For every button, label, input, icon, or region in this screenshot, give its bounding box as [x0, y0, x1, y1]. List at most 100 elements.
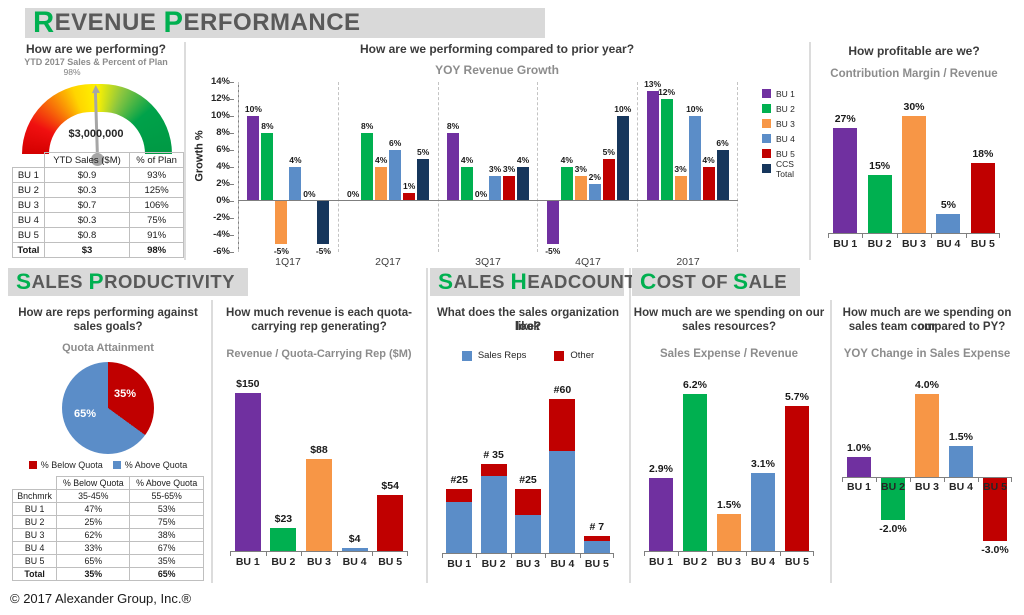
- ytd-sales-table: YTD Sales ($M)% of Plan BU 1 $0.9 93% BU 2 $0…: [12, 152, 184, 258]
- bar-column: 1%: [403, 82, 415, 252]
- table-cell: BU 1: [12, 167, 45, 183]
- category-label: BU 5: [584, 558, 609, 570]
- axis-tick: [230, 167, 234, 168]
- axis-line: [238, 200, 738, 201]
- axis-tick: [944, 478, 945, 482]
- x-axis-labels: BU 1 BU 2 BU 3 BU 4 BU 5: [828, 238, 1000, 250]
- category-label: 3Q17: [475, 256, 501, 268]
- bar-column: -2.0% BU 2: [876, 388, 910, 548]
- bar-value-label: 4%: [702, 155, 715, 165]
- y-axis: 14% 12% 10% 8% 6% 4% 2% 0% -2% -4% -6%: [200, 77, 234, 257]
- bar-column: 10%: [686, 82, 703, 252]
- bar-column: 2%: [589, 82, 601, 252]
- bar-column: 3%: [674, 82, 687, 252]
- gauge-chart: [22, 84, 172, 166]
- category-label: BU 1: [447, 558, 472, 570]
- bar-value-label: 3.1%: [751, 457, 775, 470]
- category-label: BU 4: [949, 481, 973, 493]
- bar-column: 6%: [716, 82, 729, 252]
- legend-label: % Below Quota: [40, 460, 103, 470]
- bar-value-label: 2%: [588, 172, 601, 182]
- title-initial: P: [88, 269, 105, 294]
- bar-column: 27%: [828, 104, 862, 234]
- axis-tick: [613, 554, 614, 558]
- axis-tick: [301, 552, 303, 556]
- panel-question: How are reps performing against: [18, 307, 198, 319]
- bar: [915, 393, 939, 478]
- bar: [785, 406, 809, 552]
- title-initial: S: [16, 269, 32, 294]
- panel-question: sales team compared to PY?: [848, 321, 1006, 333]
- bar-segment-other: [515, 489, 542, 516]
- category-label: BU 4: [936, 238, 961, 250]
- bar-value-label: 4%: [516, 155, 530, 165]
- table-cell: 75%: [129, 212, 184, 228]
- bar-ccs-total: [417, 158, 430, 201]
- bar-value-label: $54: [381, 479, 399, 492]
- legend-item: BU 1: [762, 86, 808, 101]
- bar-bu-1: [446, 133, 459, 201]
- bar-column: 4%: [517, 82, 529, 252]
- bar-column: 10%: [614, 82, 632, 252]
- legend-item: % Above Quota: [112, 460, 187, 470]
- bar-bu-2: [660, 99, 673, 201]
- bar-value-label: 10%: [614, 104, 632, 114]
- table-cell: BU 2: [11, 515, 58, 529]
- bar-column: 1.5% BU 4: [944, 388, 978, 548]
- panel-quota-attainment: How are reps performing against sales go…: [8, 302, 208, 585]
- bar-column: 3%: [489, 82, 501, 252]
- category-label: BU 5: [970, 238, 995, 250]
- bar-column: # 7: [580, 386, 614, 554]
- axis-tick: [712, 552, 713, 556]
- legend-swatch: [762, 134, 771, 143]
- bar-column: #60: [545, 384, 579, 554]
- section-title-sales-headcount: S ALES H EADCOUNT: [430, 268, 636, 296]
- bar-column: 1.0% BU 1: [842, 388, 876, 548]
- category-label: BU 4: [342, 556, 367, 568]
- bar-column: $54: [372, 382, 408, 552]
- bar-column: 13%: [644, 79, 661, 252]
- chart-legend: Sales Reps Other: [430, 350, 626, 361]
- table-header-cell: YTD Sales ($M): [43, 152, 131, 168]
- legend-label: Other: [570, 350, 595, 361]
- axis-tick: [230, 552, 231, 556]
- panel-question: How much revenue is each quota-: [226, 307, 412, 319]
- panel-question: How are we performing compared to prior …: [359, 42, 635, 56]
- panel-divider: [426, 268, 428, 583]
- bar-column: #25: [511, 386, 545, 554]
- category-label: BU 2: [867, 238, 892, 250]
- bar-segment-other: [583, 535, 610, 542]
- table-cell: 91%: [129, 227, 184, 243]
- table-cell: 75%: [129, 515, 204, 529]
- axis-line: [828, 233, 1000, 234]
- category-label: BU 3: [516, 558, 540, 570]
- bar-segment-sales-reps: [480, 476, 507, 554]
- title-initial: S: [733, 269, 749, 294]
- table-corner-cell: [13, 477, 57, 490]
- bar-value-label: 0%: [347, 189, 360, 199]
- table-cell: BU 4: [12, 212, 45, 228]
- table-cell: 67%: [129, 541, 204, 555]
- axis-tick: [372, 552, 374, 556]
- bar-column: 0%: [475, 82, 487, 252]
- axis-tick: [910, 478, 911, 482]
- category-label: BU 5: [983, 481, 1007, 493]
- legend-swatch: [762, 119, 771, 128]
- legend-swatch: [28, 461, 37, 469]
- table-cell: 93%: [129, 167, 184, 183]
- table-cell: 35-45%: [56, 489, 131, 503]
- copyright-text: © 2017 Alexander Group, Inc.®: [10, 591, 192, 606]
- panel-question: How much are we spending on our: [633, 307, 825, 319]
- table-row: Total $3 98%: [12, 242, 184, 258]
- table-cell: Total: [11, 567, 58, 581]
- bar-value-label: 4%: [289, 155, 302, 165]
- panel-ytd-sales-gauge: How are we performing? YTD 2017 Sales & …: [8, 40, 184, 262]
- legend-swatch: [762, 149, 771, 158]
- axis-tick: [230, 201, 234, 202]
- table-header-row: % Below Quota% Above Quota: [13, 476, 204, 490]
- legend-item: BU 3: [762, 116, 808, 131]
- bar-column: -3.0% BU 5: [978, 388, 1012, 556]
- legend-swatch: [762, 89, 771, 98]
- bar: [377, 494, 404, 552]
- bar-segment-other: [446, 489, 473, 503]
